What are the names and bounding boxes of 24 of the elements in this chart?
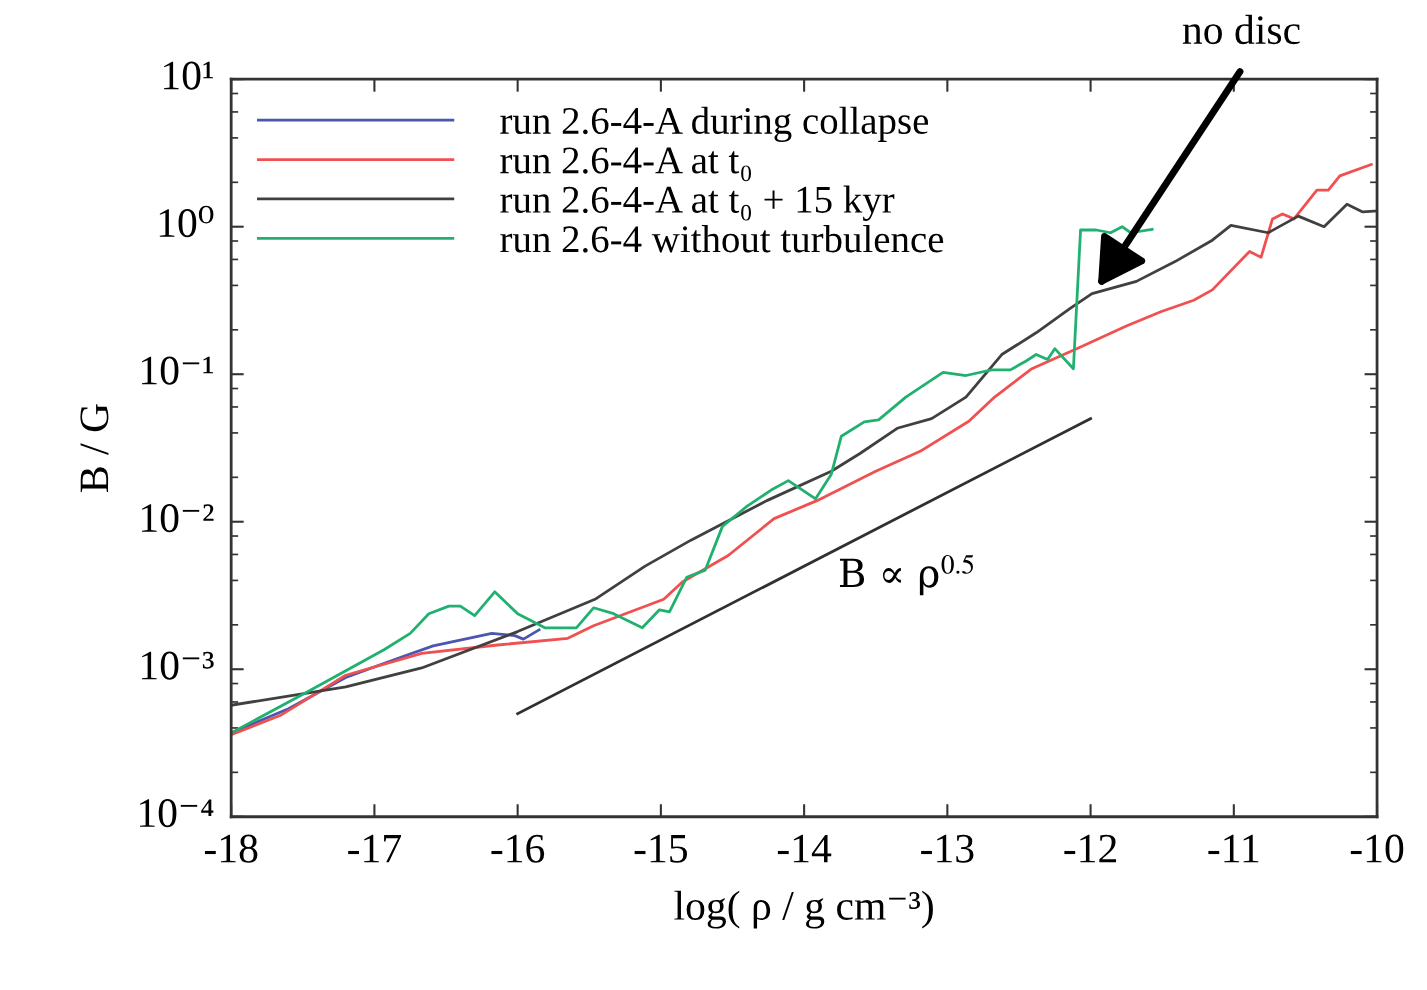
legend-label: run 2.6-4-A at t₀ + 15 kyr [500,185,895,221]
text: no disc [1182,14,1300,45]
x-tick-label: -10 [1350,834,1404,863]
legend-label: run 2.6-4 without turbulence [500,225,944,253]
y-tick-label: 10⁻⁴ [139,799,214,828]
x-tick-label: -16 [491,834,545,863]
x-tick-label: -14 [777,834,832,863]
y-tick-label: 10⁰ [159,205,214,238]
legend-label: run 2.6-4-A at t₀ [500,147,751,182]
x-tick-label: -15 [634,834,688,863]
line-series [231,225,1154,735]
x-tick-label: -12 [1064,834,1117,863]
y-tick-label: 10¹ [164,61,214,90]
x-axis-title: log( ρ / g cm⁻³) [674,890,933,929]
annotation: B ∝ ρ$^{0.5}$ [839,554,974,596]
legend-label: run 2.6-4-A during collapse [500,106,929,143]
x-tick-label: -11 [1208,834,1259,863]
y-tick-label: 10⁻¹ [142,356,214,385]
x-tick-label: -17 [348,834,401,863]
y-tick-label: 10⁻³ [142,651,214,680]
x-tick-label: -18 [204,834,258,863]
y-axis-title: B / G [80,404,109,492]
x-tick-label: -13 [921,834,974,863]
y-tick-label: 10⁻² [142,504,214,533]
